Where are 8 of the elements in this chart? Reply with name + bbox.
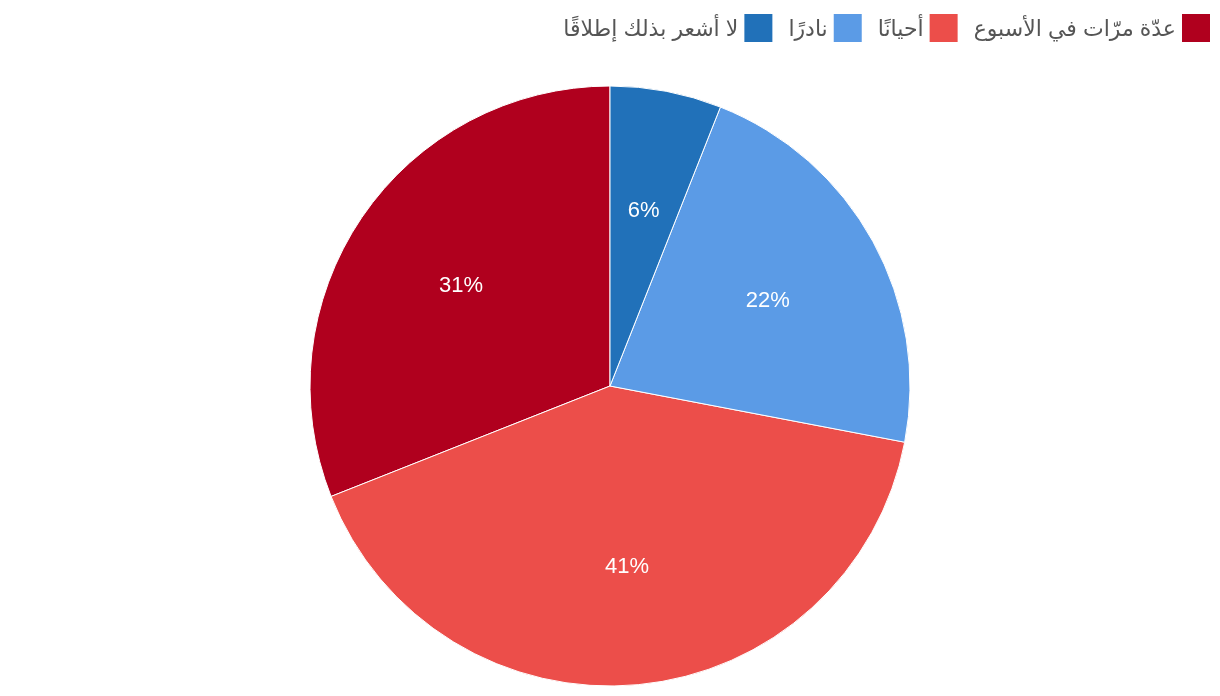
data-label: 31% [439, 272, 484, 298]
legend-label: لا أشعر بذلك إطلاقًا [563, 13, 739, 42]
legend-label: نادرًا [788, 15, 828, 41]
data-label: 22% [745, 286, 790, 312]
legend-label: عدّة مرّات في الأسبوع [973, 14, 1176, 42]
data-label: 6% [627, 196, 660, 222]
legend-label: أحيانًا [877, 13, 924, 41]
data-label: 41% [604, 552, 649, 578]
